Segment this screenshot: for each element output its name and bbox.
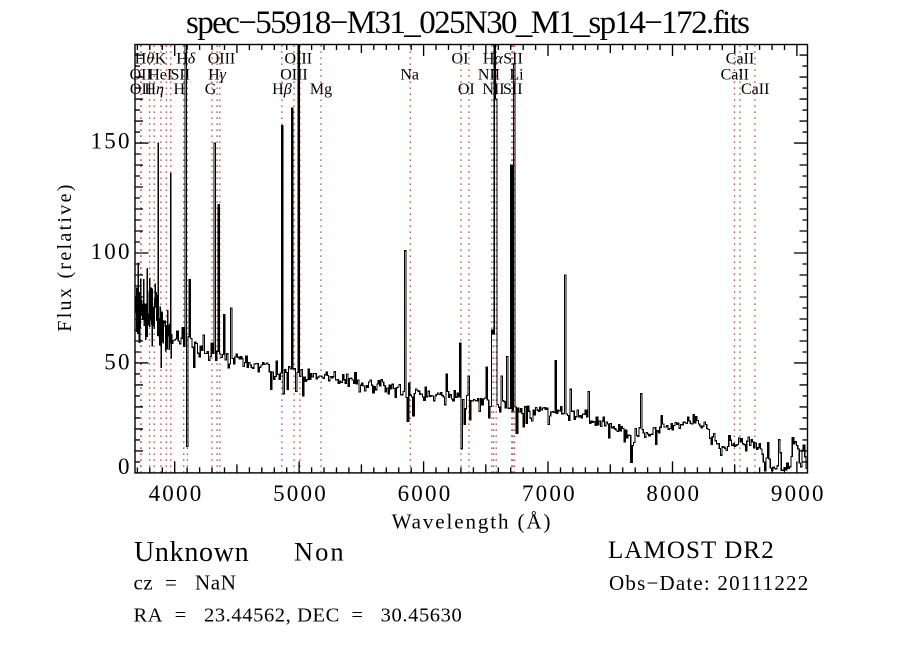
svg-text:CaII: CaII <box>721 67 749 84</box>
svg-text:CaII: CaII <box>726 51 754 68</box>
svg-text:5000: 5000 <box>273 481 328 506</box>
svg-text:K: K <box>155 51 167 68</box>
svg-text:Wavelength (Å): Wavelength (Å) <box>392 510 553 534</box>
svg-text:LAMOST DR2: LAMOST DR2 <box>608 537 775 564</box>
svg-text:OII: OII <box>130 81 152 98</box>
svg-text:100: 100 <box>91 239 132 264</box>
svg-text:Hβ: Hβ <box>272 81 292 98</box>
svg-text:OIII: OIII <box>280 67 308 84</box>
svg-text:Flux (relative): Flux (relative) <box>54 182 76 331</box>
svg-text:Na: Na <box>400 67 419 84</box>
svg-text:cz = NaN: cz = NaN <box>134 571 237 595</box>
svg-text:9000: 9000 <box>771 481 826 506</box>
svg-text:OI: OI <box>458 81 475 98</box>
svg-text:SII: SII <box>503 81 523 98</box>
svg-text:Mg: Mg <box>310 81 332 98</box>
svg-text:0: 0 <box>118 454 132 479</box>
svg-text:SII: SII <box>503 51 523 68</box>
svg-text:4000: 4000 <box>149 481 204 506</box>
svg-text:Hγ: Hγ <box>208 67 227 84</box>
svg-text:SII: SII <box>171 67 191 84</box>
svg-text:Hδ: Hδ <box>176 51 196 68</box>
svg-text:Non: Non <box>294 537 346 567</box>
svg-text:H: H <box>174 81 186 98</box>
svg-text:NII: NII <box>482 81 504 98</box>
svg-text:8000: 8000 <box>646 481 701 506</box>
svg-text:OIII: OIII <box>208 51 236 68</box>
svg-text:7000: 7000 <box>522 481 577 506</box>
svg-text:OII: OII <box>130 67 152 84</box>
svg-text:HeI: HeI <box>148 67 172 84</box>
svg-text:Hθ: Hθ <box>135 51 155 68</box>
svg-text:OI: OI <box>452 51 469 68</box>
svg-text:OIII: OIII <box>285 51 313 68</box>
svg-text:spec−55918−M31_025N30_M1_sp14−: spec−55918−M31_025N30_M1_sp14−172.fits <box>186 5 750 41</box>
svg-text:150: 150 <box>91 129 132 154</box>
svg-text:NII: NII <box>478 67 500 84</box>
svg-text:Unknown: Unknown <box>134 537 249 568</box>
svg-text:Obs−Date: 20111222: Obs−Date: 20111222 <box>609 571 809 595</box>
svg-text:RA = 23.44562, DEC = 30.: RA = 23.44562, DEC = 30.45630 <box>134 605 463 627</box>
svg-text:50: 50 <box>104 350 131 375</box>
svg-text:Hη: Hη <box>144 81 164 98</box>
svg-text:CaII: CaII <box>741 81 769 98</box>
svg-text:Li: Li <box>509 67 524 84</box>
svg-text:6000: 6000 <box>398 481 453 506</box>
svg-text:Hα: Hα <box>483 51 504 68</box>
svg-text:G: G <box>205 81 217 98</box>
